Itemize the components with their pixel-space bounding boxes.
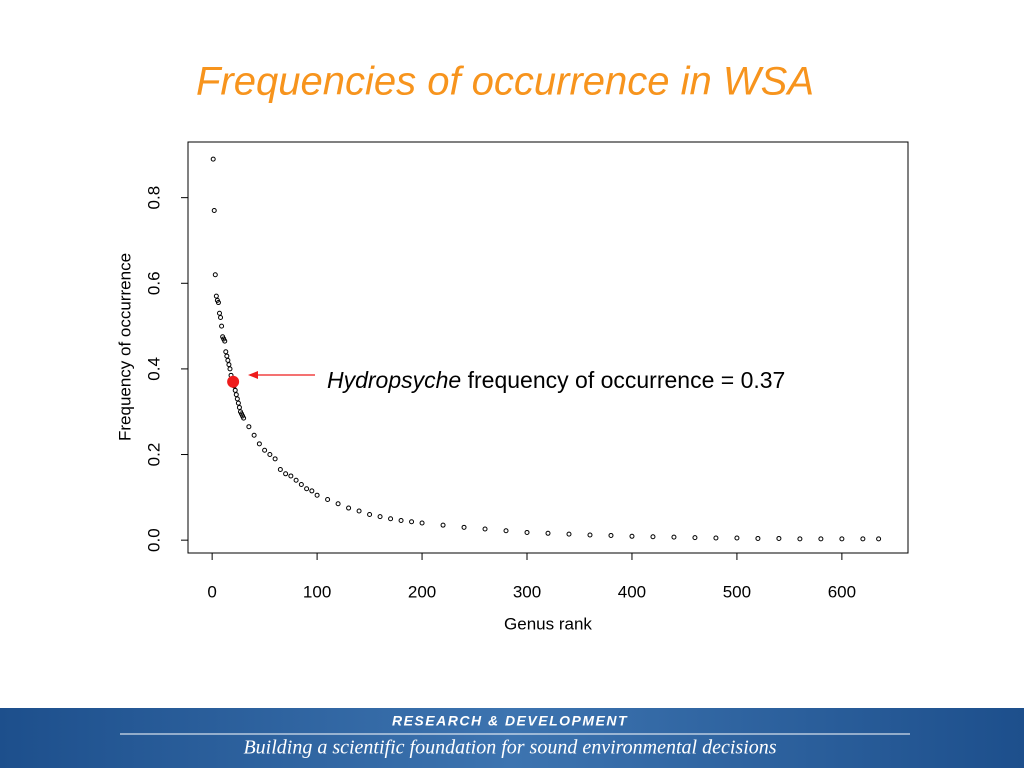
point <box>215 300 221 306</box>
point <box>222 338 228 344</box>
point <box>524 529 530 535</box>
highlight-point <box>227 375 240 388</box>
point <box>377 514 383 520</box>
x-tick-label: 0 <box>207 582 216 601</box>
plot-frame <box>187 141 909 554</box>
point <box>309 488 315 494</box>
x-tick-label: 100 <box>303 582 331 601</box>
point <box>692 535 698 541</box>
point <box>213 293 219 299</box>
annotation-text: frequency of occurrence = 0.37 <box>468 367 786 393</box>
annotation: Hydropsyche frequency of occurrence = 0.… <box>327 367 785 393</box>
point <box>671 534 677 540</box>
footer-tagline: Building a scientific foundation for sou… <box>243 737 776 759</box>
y-tick-label: 0.8 <box>144 186 163 210</box>
point <box>734 535 740 541</box>
point <box>325 496 331 502</box>
point <box>797 536 803 542</box>
point <box>225 357 231 363</box>
point <box>232 387 238 393</box>
annotation-italic: Hydropsyche <box>327 367 461 393</box>
point <box>235 400 241 406</box>
point <box>211 208 217 213</box>
point <box>482 526 488 532</box>
point <box>419 520 425 526</box>
point <box>288 473 294 479</box>
point <box>876 536 882 542</box>
point <box>236 404 242 410</box>
point <box>256 441 262 447</box>
point <box>545 530 551 536</box>
arrow-head <box>248 371 258 379</box>
point <box>440 522 446 528</box>
x-tick-label: 400 <box>618 582 646 601</box>
footer-heading: RESEARCH & DEVELOPMENT <box>392 713 628 729</box>
point <box>398 517 404 523</box>
point <box>298 482 304 487</box>
point <box>267 452 273 458</box>
point <box>409 519 415 525</box>
point <box>335 501 341 507</box>
x-axis-label: Genus rank <box>504 614 592 633</box>
x-tick-label: 200 <box>408 582 436 601</box>
point <box>218 315 224 321</box>
point <box>356 508 362 514</box>
point <box>713 535 719 541</box>
point <box>755 535 761 541</box>
point <box>503 528 509 534</box>
x-tick-label: 600 <box>828 582 856 601</box>
point <box>277 467 283 473</box>
x-tick-label: 500 <box>723 582 751 601</box>
point <box>227 366 233 372</box>
point <box>587 532 593 538</box>
point <box>216 310 222 316</box>
y-tick-label: 0.6 <box>144 271 163 295</box>
point <box>234 396 240 402</box>
x-tick-label: 300 <box>513 582 541 601</box>
point <box>461 524 467 530</box>
slide-title: Frequencies of occurrence in WSA <box>196 60 814 104</box>
footer-band <box>0 708 1024 768</box>
point <box>629 533 635 539</box>
point <box>210 156 216 162</box>
point <box>293 477 299 483</box>
point <box>776 535 782 541</box>
point <box>839 536 845 542</box>
point <box>304 486 310 492</box>
point <box>251 432 257 438</box>
point <box>233 392 239 398</box>
point <box>388 516 394 522</box>
y-axis-label: Frequency of occurrence <box>115 253 134 441</box>
point <box>346 505 352 511</box>
point <box>241 415 247 421</box>
y-tick-label: 0.2 <box>144 443 163 467</box>
point <box>314 492 320 498</box>
point <box>566 531 572 537</box>
point <box>223 349 229 355</box>
point <box>818 536 824 542</box>
point <box>246 424 252 430</box>
y-tick-label: 0.0 <box>144 528 163 552</box>
point <box>226 362 232 368</box>
point <box>860 536 866 542</box>
point <box>367 511 373 517</box>
point <box>212 272 218 278</box>
point <box>262 447 268 453</box>
point <box>272 456 278 462</box>
point <box>650 534 656 540</box>
point <box>219 323 225 329</box>
point <box>283 471 289 477</box>
y-tick-label: 0.4 <box>144 357 163 381</box>
point <box>224 353 230 359</box>
point <box>608 532 614 538</box>
